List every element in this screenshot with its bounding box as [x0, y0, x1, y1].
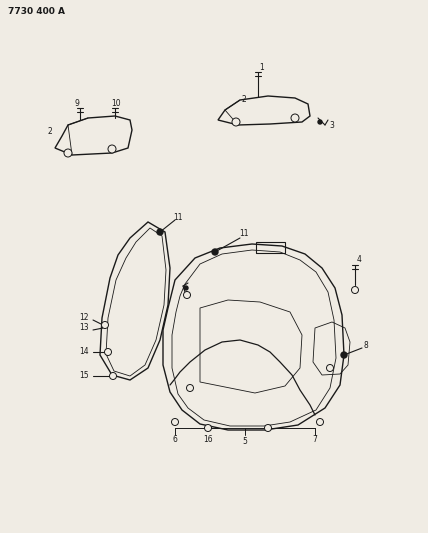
Circle shape: [341, 352, 347, 358]
Text: 11: 11: [173, 213, 183, 222]
Circle shape: [316, 418, 324, 425]
Circle shape: [232, 118, 240, 126]
Text: 16: 16: [203, 435, 213, 445]
Circle shape: [212, 249, 218, 255]
Text: 3: 3: [330, 122, 334, 131]
Text: 15: 15: [79, 372, 89, 381]
Circle shape: [104, 349, 112, 356]
Text: 1: 1: [260, 62, 265, 71]
Circle shape: [318, 120, 322, 124]
Text: 8: 8: [364, 341, 369, 350]
Text: 12: 12: [79, 313, 89, 322]
Circle shape: [265, 424, 271, 432]
Circle shape: [101, 321, 109, 328]
Circle shape: [110, 373, 116, 379]
Text: 11: 11: [239, 230, 249, 238]
Text: 13: 13: [79, 324, 89, 333]
Circle shape: [187, 384, 193, 392]
Text: 4: 4: [357, 255, 361, 264]
Text: 2: 2: [48, 127, 52, 136]
Text: 9: 9: [74, 99, 80, 108]
Circle shape: [157, 229, 163, 235]
Circle shape: [205, 424, 211, 432]
Circle shape: [184, 292, 190, 298]
Text: 10: 10: [111, 99, 121, 108]
Circle shape: [172, 418, 178, 425]
Text: 7730 400 A: 7730 400 A: [8, 7, 65, 17]
Circle shape: [351, 287, 359, 294]
Circle shape: [327, 365, 333, 372]
Text: 7: 7: [312, 435, 318, 445]
Circle shape: [108, 145, 116, 153]
Text: 6: 6: [172, 435, 178, 445]
Circle shape: [291, 114, 299, 122]
Text: 14: 14: [79, 348, 89, 357]
Text: 2: 2: [242, 95, 247, 104]
Circle shape: [184, 286, 188, 290]
Text: 5: 5: [243, 438, 247, 447]
Circle shape: [64, 149, 72, 157]
